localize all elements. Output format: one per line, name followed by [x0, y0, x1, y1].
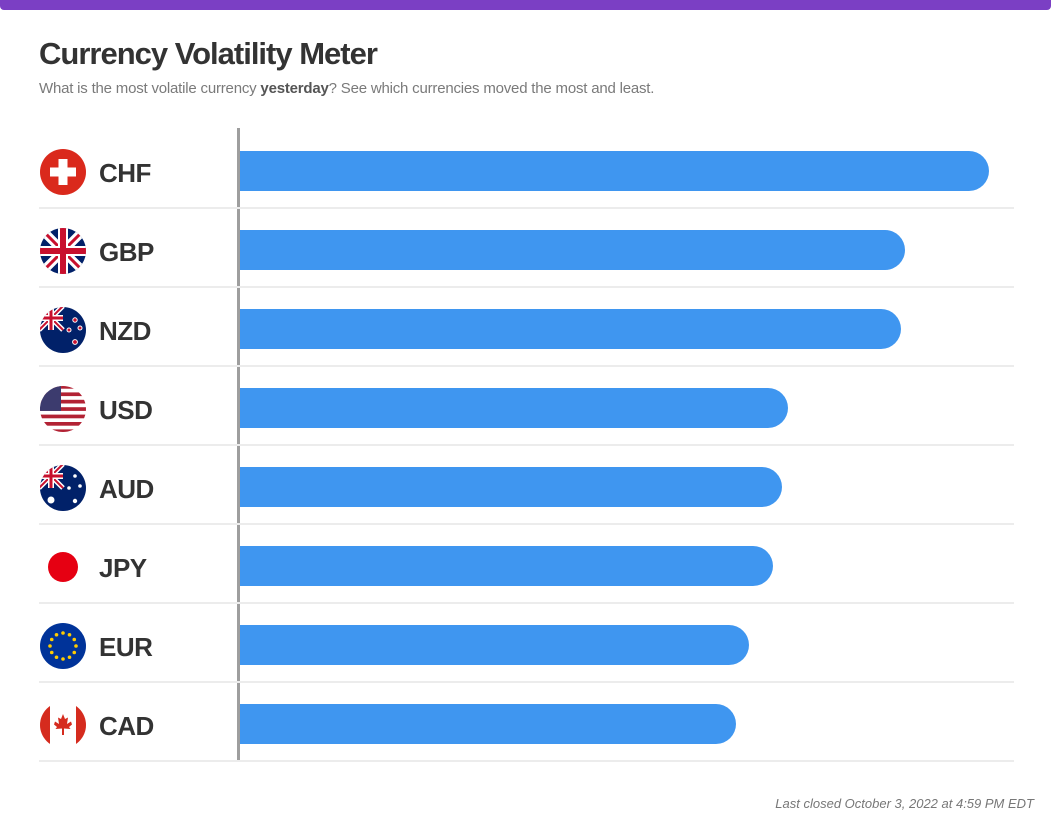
currency-code-label: AUD [99, 474, 154, 504]
currency-code-label: JPY [99, 553, 147, 583]
volatility-chart: CHF GBP NZD USD AUD JPY EUR CAD [0, 128, 1051, 768]
australia-flag-icon [40, 465, 86, 511]
page-title: Currency Volatility Meter [39, 36, 378, 71]
volatility-bar-gbp [240, 230, 905, 270]
eu-flag-icon [40, 623, 86, 669]
currency-code-label: EUR [99, 632, 153, 662]
bar-row-eur: EUR [39, 604, 1014, 683]
bar-row-aud: AUD [39, 446, 1014, 525]
currency-code-label: USD [99, 395, 153, 425]
page-subtitle: What is the most volatile currency yeste… [39, 80, 654, 97]
volatility-bar-chf [240, 151, 989, 191]
last-closed-timestamp: Last closed October 3, 2022 at 4:59 PM E… [775, 796, 1034, 811]
canada-flag-icon [40, 702, 86, 748]
japan-flag-icon [40, 544, 86, 590]
row-divider [39, 207, 1014, 209]
subtitle-tail: ? See which currencies moved the most an… [328, 80, 655, 97]
volatility-bar-eur [240, 625, 749, 665]
row-divider [39, 444, 1014, 446]
row-divider [39, 760, 1014, 762]
subtitle-lead: What is the most volatile currency [39, 80, 261, 97]
uk-flag-icon [40, 228, 86, 274]
new-zealand-flag-icon [40, 307, 86, 353]
currency-code-label: CAD [99, 711, 154, 741]
volatility-bar-nzd [240, 309, 901, 349]
volatility-bar-usd [240, 388, 788, 428]
volatility-bar-cad [240, 704, 736, 744]
bar-row-usd: USD [39, 367, 1014, 446]
subtitle-emphasis: yesterday [260, 80, 329, 97]
currency-code-label: GBP [99, 237, 154, 267]
us-flag-icon [40, 386, 86, 432]
bar-row-nzd: NZD [39, 288, 1014, 367]
row-divider [39, 602, 1014, 604]
row-divider [39, 286, 1014, 288]
volatility-bar-jpy [240, 546, 773, 586]
bar-row-cad: CAD [39, 683, 1014, 762]
bar-row-gbp: GBP [39, 209, 1014, 288]
row-divider [39, 365, 1014, 367]
row-divider [39, 523, 1014, 525]
volatility-bar-aud [240, 467, 782, 507]
currency-code-label: NZD [99, 316, 151, 346]
currency-code-label: CHF [99, 158, 151, 188]
bar-row-jpy: JPY [39, 525, 1014, 604]
accent-top-bar [0, 0, 1051, 10]
swiss-flag-icon [40, 149, 86, 195]
bar-row-chf: CHF [39, 130, 1014, 209]
row-divider [39, 681, 1014, 683]
